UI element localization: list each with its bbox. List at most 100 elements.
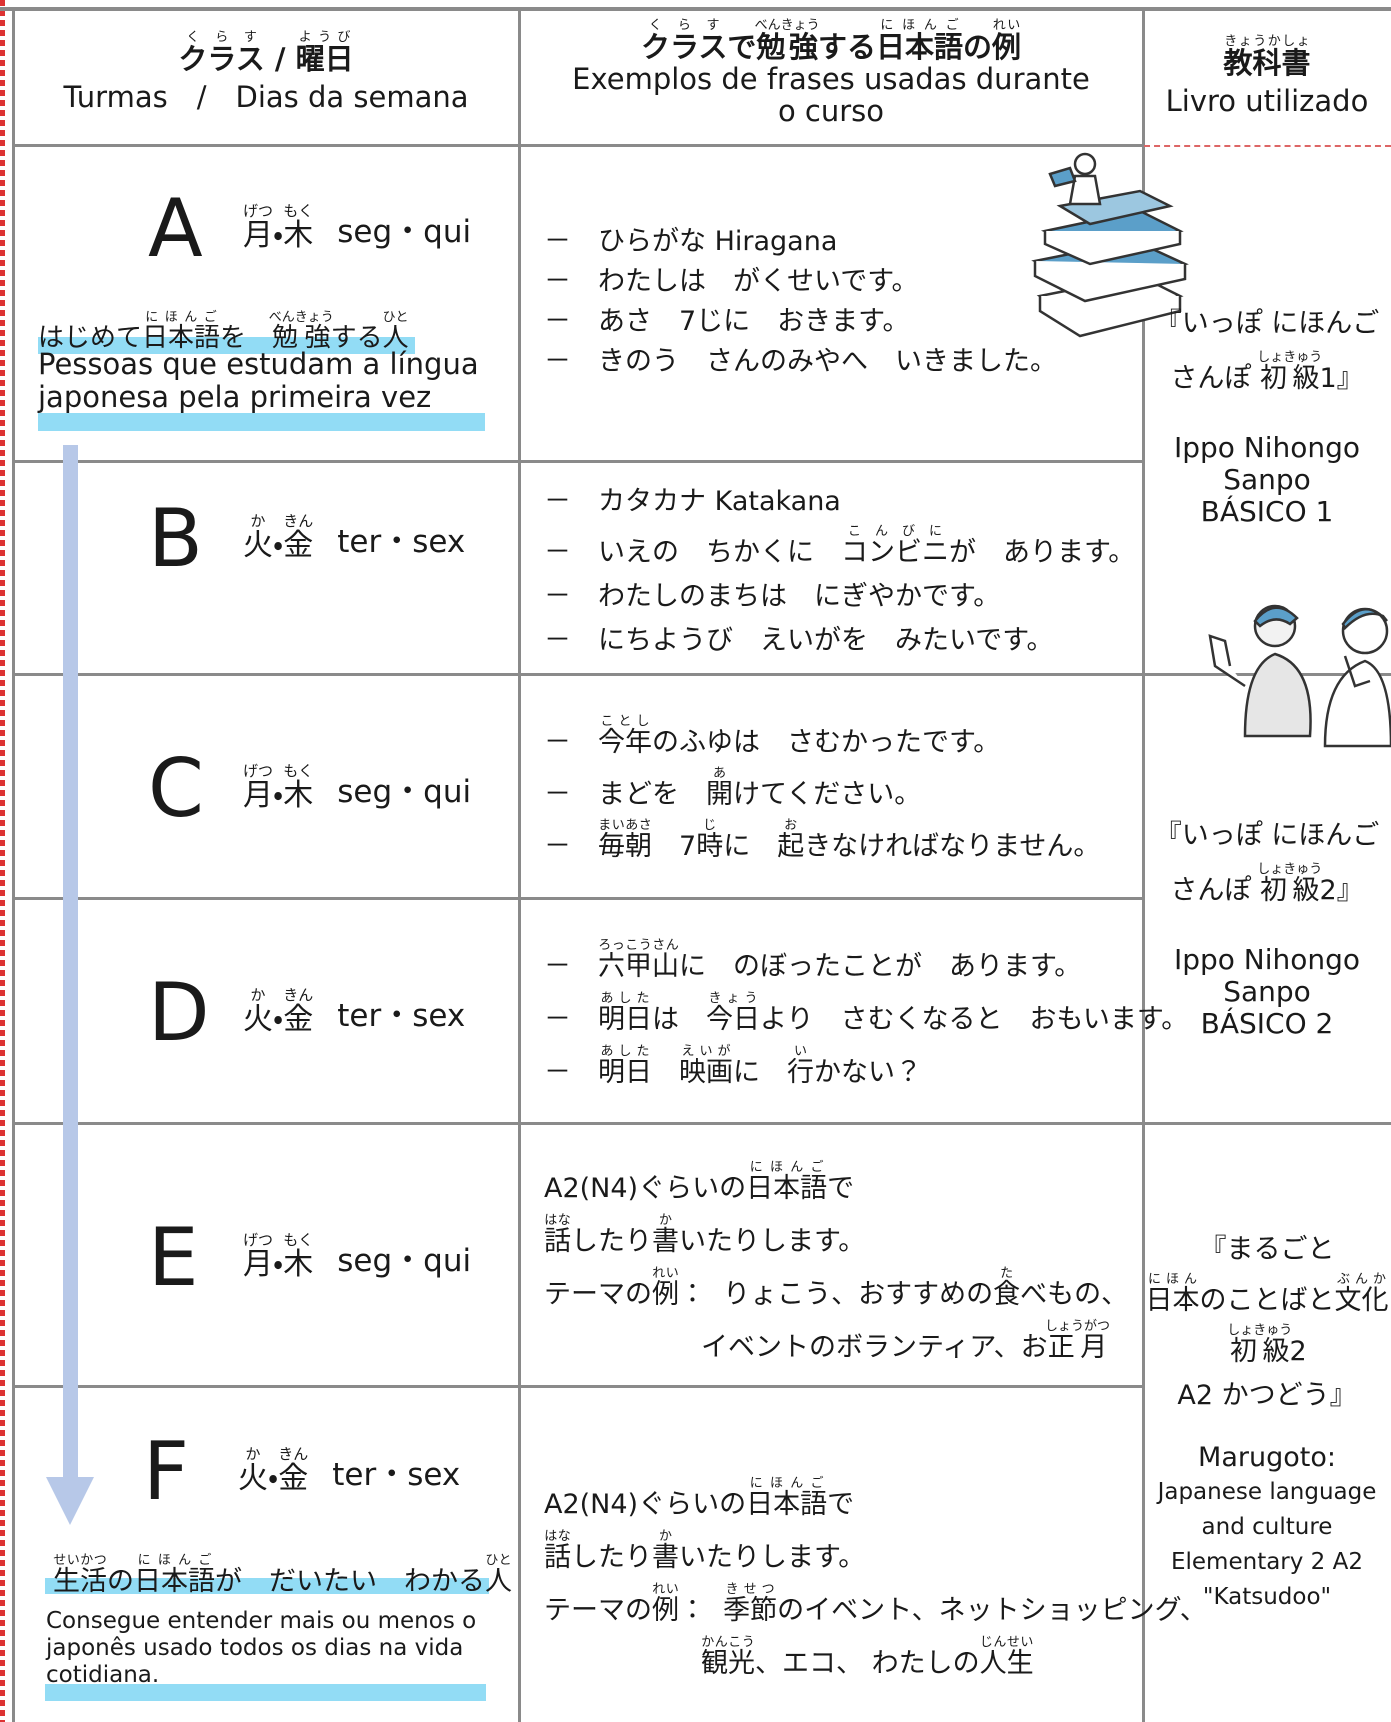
class-days: 月げつ・木もく xyxy=(243,202,313,254)
reading: ぶんか xyxy=(1334,1272,1389,1287)
reading: しょうがつ xyxy=(1044,1319,1110,1334)
base-text: 食 xyxy=(993,1279,1021,1310)
reading: きん xyxy=(283,986,314,1004)
text xyxy=(652,1057,679,1088)
reading: べんきょう xyxy=(268,310,334,325)
ruby-text: 日本語にほんご xyxy=(746,1476,827,1520)
text: の xyxy=(962,30,992,64)
header-line: Livro utilizado xyxy=(1143,82,1391,120)
text: ： xyxy=(679,1595,724,1626)
book-english-line: Elementary 2 A2 xyxy=(1170,1549,1363,1575)
book-english-line: Sanpo xyxy=(1223,975,1311,1008)
table-border xyxy=(1144,145,1391,147)
reading: まいあさ xyxy=(598,818,652,833)
base-text: 行 xyxy=(787,1057,814,1088)
text: 『いっぽ にほんご xyxy=(1154,308,1380,339)
text: より さむくなると おもいます。 xyxy=(760,1004,1189,1035)
text: Livro utilizado xyxy=(1165,84,1369,118)
reading: こんびに xyxy=(841,524,949,539)
base-text: 話 xyxy=(544,1226,571,1257)
example-line: － あさ 7じに おきます。 xyxy=(544,302,1057,342)
example-line: － 今年ことしのふゆは さむかったです。 xyxy=(544,714,1100,766)
reading: きん xyxy=(278,1445,309,1463)
reading: か xyxy=(243,986,273,1004)
reading: お xyxy=(777,818,805,833)
reading: にほんご xyxy=(142,310,221,325)
text: － xyxy=(544,1057,598,1088)
reading: じんせい xyxy=(979,1635,1034,1650)
example-line: A2(N4)ぐらいの日本語にほんごで xyxy=(544,1160,1128,1213)
book-title: 『いっぽ にほんご さんぽ 初級しょきゅう2』 xyxy=(1143,810,1391,917)
header-cell: クラスくらすで勉強べんきょうする日本語にほんごの例れい Exemplos de f… xyxy=(519,18,1143,127)
ruby-text: 勉強べんきょう xyxy=(755,18,820,64)
example-line: － 毎朝まいあさ 7時じに 起おきなければなりません。 xyxy=(544,818,1100,870)
base-text: 書 xyxy=(652,1226,679,1257)
ruby-text: 例れい xyxy=(992,18,1021,64)
example-line: － 明日あしたは 今日きょうより さむくなると おもいます。 xyxy=(544,991,1188,1044)
base-text: 木 xyxy=(283,218,314,253)
reading: げつ xyxy=(243,762,274,780)
book-title-line: 『いっぽ にほんご xyxy=(1143,298,1391,350)
text: ： りょこう、おすすめの xyxy=(679,1279,994,1310)
ruby-text: 初級しょきゅう xyxy=(1257,350,1323,394)
ruby-text: 映画えいが xyxy=(679,1044,733,1088)
table-border xyxy=(12,1385,1144,1388)
base-text: 金 xyxy=(283,528,314,563)
example-line: － ひらがな Hiragana xyxy=(544,222,1057,262)
header-line: Exemplos de frases usadas durante xyxy=(519,63,1143,95)
reading: じ xyxy=(696,818,724,833)
reading: くらす xyxy=(178,30,265,45)
text: したり xyxy=(571,1542,652,1573)
ruby-text: 火か xyxy=(238,1445,268,1496)
book-title-line: 『まるごと xyxy=(1143,1228,1391,1272)
ruby-text: 人ひと xyxy=(383,310,409,353)
header-line: クラスくらす / 曜日ようび xyxy=(13,30,519,78)
book-english-line: BÁSICO 1 xyxy=(1200,495,1334,528)
text: する xyxy=(817,30,876,64)
ruby-text: 生活せいかつ xyxy=(53,1553,107,1597)
text: 2』 xyxy=(1319,875,1364,906)
ruby-text: 起お xyxy=(777,818,804,862)
reading: か xyxy=(652,1529,679,1544)
text: を xyxy=(220,323,273,353)
ruby-text: 日本語にほんご xyxy=(142,310,220,353)
base-text: 季節 xyxy=(723,1595,778,1626)
ruby-text: クラスくらす xyxy=(641,18,727,64)
base-text: 火 xyxy=(238,1461,268,1496)
base-text: 生活 xyxy=(53,1566,107,1597)
reading: あした xyxy=(598,1044,652,1059)
ruby-text: 六甲山ろっこうさん xyxy=(598,938,679,982)
text: で xyxy=(727,30,757,64)
text: に xyxy=(733,1057,787,1088)
example-line: － 明日あした 映画えいがに 行いかない？ xyxy=(544,1044,1188,1097)
ruby-text: 毎朝まいあさ xyxy=(598,818,652,862)
ruby-text: 教科書きょうかしょ xyxy=(1223,34,1310,80)
base-text: 火 xyxy=(243,1002,273,1037)
class-days-pt: ter・sex xyxy=(337,523,466,560)
text: けてください。 xyxy=(733,779,922,810)
class-label: D 火か・金きん ter・sex xyxy=(13,962,519,1062)
text: － いえの ちかくに xyxy=(544,537,841,568)
header-line: Turmas / Dias da semana xyxy=(13,78,519,116)
base-text: 初級 xyxy=(1257,363,1323,394)
highlight xyxy=(38,413,485,431)
ruby-text: 今年ことし xyxy=(598,714,652,758)
reading: もく xyxy=(283,202,314,220)
text: で xyxy=(827,1173,855,1204)
book-title-line: 日本にほんのことばと文化ぶんか xyxy=(1143,1272,1391,1323)
reading: あした xyxy=(598,991,652,1006)
reading: にほんご xyxy=(875,18,963,33)
highlight xyxy=(45,1684,486,1701)
reading: くらす xyxy=(640,18,728,33)
book-english-line: "Katsudoo" xyxy=(1202,1584,1332,1610)
text: ・ xyxy=(273,218,284,253)
example-line: － いえの ちかくに コンビニこんびにが あります。 xyxy=(544,524,1135,575)
reading: れい xyxy=(652,1582,679,1597)
book-title: 『まるごと 日本にほんのことばと文化ぶんか 初級しょきゅう2 A2 かつどう』 xyxy=(1143,1228,1391,1418)
reading: あ xyxy=(706,766,733,781)
text: A2 かつどう』 xyxy=(1177,1380,1357,1411)
progress-arrow xyxy=(46,445,94,1525)
text: － まどを xyxy=(544,779,706,810)
note-line: japonês usado todos os dias na vida xyxy=(46,1635,464,1661)
ruby-text: 木もく xyxy=(283,1231,313,1282)
